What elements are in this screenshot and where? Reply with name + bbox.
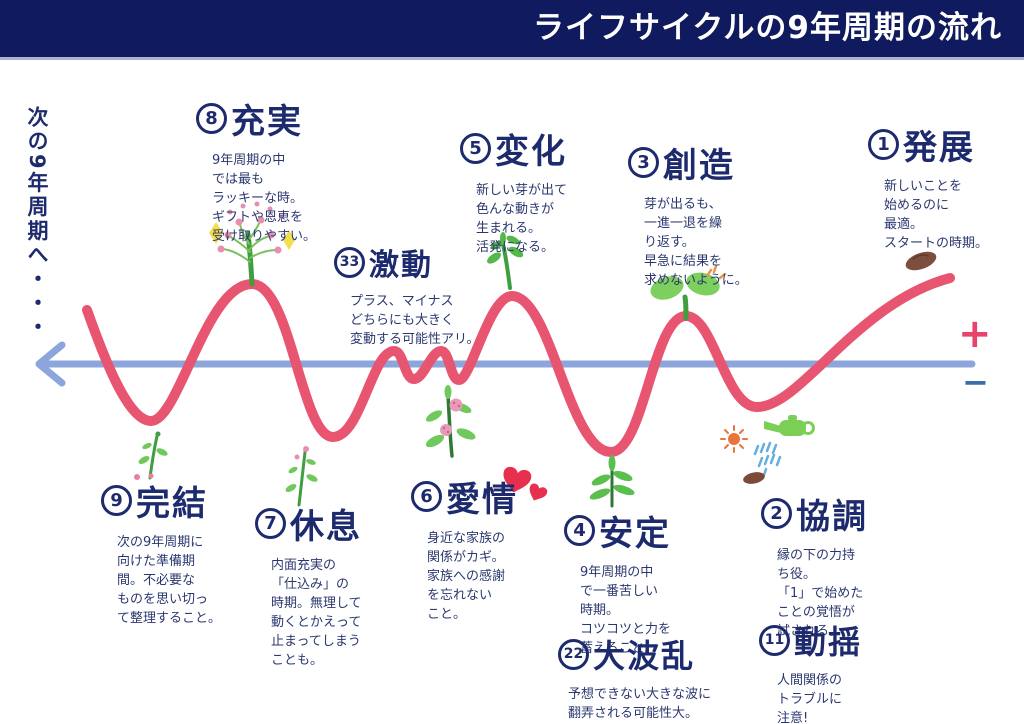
stage-title: 6 愛情 — [411, 472, 518, 521]
header-bar: ライフサイクルの9年周期の流れ — [0, 0, 1024, 60]
stage-number-badge: 7 — [255, 508, 286, 539]
water-drops-icon — [753, 441, 782, 477]
stage-title: 22 大波乱 — [558, 631, 782, 677]
budding-plant-icon — [487, 232, 524, 290]
plus-sign: + — [958, 311, 992, 357]
budding-twig-icon — [285, 446, 318, 507]
stage-description: 芽が出るも、 一進一退を繰 り返す。 早急に結果を 求めないように。 — [644, 197, 748, 288]
stage-5-change: 5 変化 新しい芽が出て 色んな動きが 生まれる。 活発になる。 — [460, 124, 567, 258]
stage-description: 内面充実の 「仕込み」の 時期。無理して 動くとかえって 止まってしまう ことも… — [271, 558, 362, 668]
stage-title: 3 創造 — [628, 138, 748, 187]
stage-name: 充実 — [231, 102, 303, 142]
fern-icon — [589, 455, 635, 508]
stage-number-badge: 11 — [759, 624, 790, 656]
stage-name: 動揺 — [794, 623, 863, 661]
stage-name: 激動 — [369, 248, 433, 283]
stage-number-badge: 4 — [564, 515, 595, 546]
flower-icon — [209, 201, 295, 287]
stage-title: 33 激動 — [334, 240, 479, 284]
stage-7-rest: 7 休息 内面充実の 「仕込み」の 時期。無理して 動くとかえって 止まってしま… — [255, 499, 362, 671]
stage-description: 次の9年周期に 向けた準備期 間。不必要な ものを思い切っ て整理すること。 — [117, 535, 222, 626]
stage-8-fullness: 8 充実 9年周期の中 では最も ラッキーな時。 ギフトや恩恵を 受け取りやすい… — [196, 94, 316, 247]
stage-9-completion: 9 完結 次の9年周期に 向けた準備期 間。不必要な ものを思い切っ て整理する… — [101, 476, 221, 629]
stage-name: 安定 — [599, 514, 671, 554]
page-title: ライフサイクルの9年周期の流れ — [532, 10, 1002, 46]
stage-name: 変化 — [495, 132, 567, 172]
left-arrow-icon — [35, 341, 66, 387]
stage-title: 1 発展 — [868, 120, 988, 169]
stage-22-upheaval: 22 大波乱 予想できない大きな波に 翻弄される可能性大。 一気にビックウェーブ… — [558, 631, 782, 724]
stage-33-turbulence: 33 激動 プラス、マイナス どちらにも大きく 変動する可能性アリ。 — [334, 240, 479, 350]
stage-title: 8 充実 — [196, 94, 316, 143]
sun-icon — [720, 425, 748, 453]
stage-name: 創造 — [663, 146, 735, 186]
stage-name: 大波乱 — [593, 637, 696, 675]
stage-number-badge: 1 — [868, 129, 899, 160]
stage-description: 新しい芽が出て 色んな動きが 生まれる。 活発になる。 — [476, 183, 568, 255]
stage-name: 協調 — [796, 497, 868, 537]
stage-name: 発展 — [903, 128, 975, 168]
stage-name: 休息 — [290, 507, 362, 547]
stage-title: 5 変化 — [460, 124, 567, 173]
stage-title: 7 休息 — [255, 499, 362, 548]
stage-name: 完結 — [136, 484, 208, 524]
stage-description: 新しいことを 始めるのに 最適。 スタートの時期。 — [884, 179, 989, 251]
stage-number-badge: 3 — [628, 147, 659, 178]
stage-title: 9 完結 — [101, 476, 221, 525]
twig-icon — [134, 431, 168, 480]
seed-icon — [743, 472, 765, 484]
stage-2-cooperation: 2 協調 縁の下の力持 ち役。 「1」で始めた ことの覚悟が 試される。 — [761, 489, 868, 642]
stage-number-badge: 8 — [196, 103, 227, 134]
stage-name: 愛情 — [446, 480, 518, 520]
life-cycle-wave — [82, 273, 955, 458]
stage-description: 縁の下の力持 ち役。 「1」で始めた ことの覚悟が 試される。 — [777, 548, 864, 639]
stage-number-badge: 6 — [411, 481, 442, 512]
stage-6-love: 6 愛情 身近な家族の 関係がカギ。 家族への感謝 を忘れない こと。 — [411, 472, 518, 625]
stage-number-badge: 2 — [761, 498, 792, 529]
flowering-plant-icon — [425, 385, 476, 458]
next-cycle-note: 次の9年周期へ・・・ — [25, 106, 49, 340]
stage-title: 11 動揺 — [759, 617, 862, 663]
stage-description: 身近な家族の 関係がカギ。 家族への感謝 を忘れない こと。 — [427, 531, 506, 622]
heart-icon — [503, 466, 548, 501]
minus-sign: − — [962, 363, 989, 401]
stage-title: 4 安定 — [564, 506, 671, 555]
stage-description: 9年周期の中 で一番苦しい 時期。 コツコツと力を 蓄えること。 — [580, 565, 672, 656]
stage-number-badge: 33 — [334, 246, 365, 278]
watering-can-icon — [764, 415, 815, 436]
stage-4-stability: 4 安定 9年周期の中 で一番苦しい 時期。 コツコツと力を 蓄えること。 — [564, 506, 671, 659]
sparkle-icon — [209, 222, 223, 244]
stage-number-badge: 9 — [101, 485, 132, 516]
sparkle-icon — [283, 230, 295, 250]
stage-title: 2 協調 — [761, 489, 868, 538]
stage-11-agitation: 11 動揺 人間関係の トラブルに 注意! — [759, 617, 862, 724]
seed-icon — [905, 251, 937, 271]
stage-1-development: 1 発展 新しいことを 始めるのに 最適。 スタートの時期。 — [868, 120, 988, 254]
stage-number-badge: 5 — [460, 133, 491, 164]
stage-description: 予想できない大きな波に 翻弄される可能性大。 一気にビックウェーブに乗ることも? — [568, 687, 712, 721]
stage-description: プラス、マイナス どちらにも大きく 変動する可能性アリ。 — [350, 294, 480, 347]
stage-description: 9年周期の中 では最も ラッキーな時。 ギフトや恩恵を 受け取りやすい。 — [212, 153, 317, 244]
stage-3-creation: 3 創造 芽が出るも、 一進一退を繰 り返す。 早急に結果を 求めないように。 — [628, 138, 748, 291]
stage-description: 人間関係の トラブルに 注意! — [777, 673, 843, 724]
sprout-icon — [650, 264, 727, 321]
stage-number-badge: 22 — [558, 638, 589, 670]
